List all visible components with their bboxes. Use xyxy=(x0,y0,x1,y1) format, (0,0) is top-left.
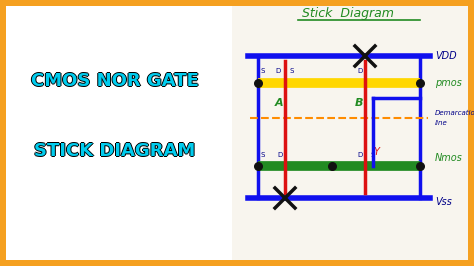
Text: CMOS NOR GATE: CMOS NOR GATE xyxy=(30,72,198,90)
Text: S: S xyxy=(261,152,265,158)
Text: CMOS NOR GATE: CMOS NOR GATE xyxy=(31,73,199,91)
Text: STICK DIAGRAM: STICK DIAGRAM xyxy=(35,143,196,161)
Text: line: line xyxy=(435,120,448,126)
Text: D: D xyxy=(277,152,283,158)
Text: Nmos: Nmos xyxy=(435,153,463,163)
Text: S: S xyxy=(290,68,294,74)
FancyBboxPatch shape xyxy=(6,6,232,260)
Point xyxy=(416,81,424,85)
Text: S: S xyxy=(261,68,265,74)
Text: D: D xyxy=(275,68,281,74)
Text: STICK DIAGRAM: STICK DIAGRAM xyxy=(36,142,197,160)
Text: S: S xyxy=(371,152,375,158)
Text: pmos: pmos xyxy=(435,78,462,88)
Text: STICK DIAGRAM: STICK DIAGRAM xyxy=(33,142,195,160)
Text: B: B xyxy=(355,98,363,108)
Text: D: D xyxy=(357,152,363,158)
Text: STICK DIAGRAM: STICK DIAGRAM xyxy=(35,142,196,160)
Text: CMOS NOR GATE: CMOS NOR GATE xyxy=(31,72,199,90)
Point xyxy=(416,164,424,168)
Text: VDD: VDD xyxy=(435,51,456,61)
Text: STICK DIAGRAM: STICK DIAGRAM xyxy=(35,141,196,159)
Text: Y: Y xyxy=(373,147,379,157)
Text: Stick  Diagram: Stick Diagram xyxy=(302,6,394,19)
Point xyxy=(254,81,262,85)
Text: CMOS NOR GATE: CMOS NOR GATE xyxy=(32,72,200,90)
Text: Demarcation: Demarcation xyxy=(435,110,474,116)
Text: D: D xyxy=(357,68,363,74)
FancyBboxPatch shape xyxy=(232,6,468,260)
Text: A: A xyxy=(275,98,283,108)
Point xyxy=(328,164,336,168)
Text: CMOS NOR GATE: CMOS NOR GATE xyxy=(31,71,199,89)
Text: Vss: Vss xyxy=(435,197,452,207)
Point xyxy=(254,164,262,168)
